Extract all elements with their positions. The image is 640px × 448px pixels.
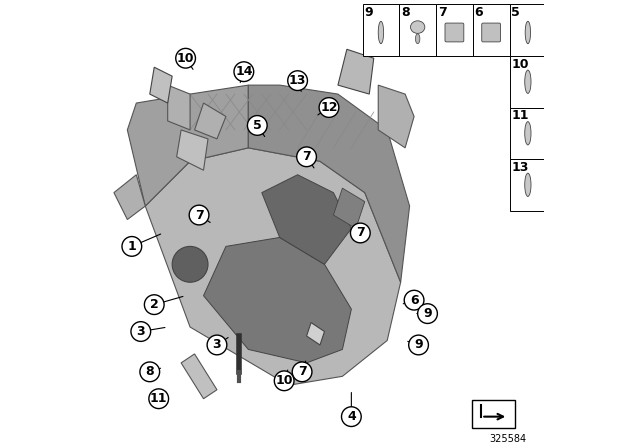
Bar	[509, 4, 547, 56]
Ellipse shape	[415, 34, 420, 44]
Bar	[509, 108, 547, 159]
Circle shape	[404, 290, 424, 310]
Circle shape	[176, 48, 195, 68]
Circle shape	[122, 237, 141, 256]
Polygon shape	[248, 85, 410, 282]
Polygon shape	[307, 323, 324, 345]
Circle shape	[292, 362, 312, 382]
Circle shape	[234, 62, 253, 82]
Circle shape	[131, 322, 150, 341]
Ellipse shape	[525, 21, 531, 44]
Text: 10: 10	[275, 374, 293, 388]
Text: 9: 9	[364, 6, 373, 19]
Bar	[362, 4, 399, 56]
Circle shape	[409, 335, 428, 355]
Circle shape	[140, 362, 159, 382]
Bar	[399, 4, 436, 56]
Ellipse shape	[525, 70, 531, 94]
Bar	[436, 4, 473, 56]
Text: 8: 8	[145, 365, 154, 379]
Text: 5: 5	[511, 6, 520, 19]
Text: 11: 11	[150, 392, 168, 405]
Polygon shape	[181, 354, 217, 399]
Text: 3: 3	[136, 325, 145, 338]
Polygon shape	[145, 148, 401, 385]
Text: 1: 1	[127, 240, 136, 253]
Text: 9: 9	[414, 338, 423, 352]
FancyBboxPatch shape	[445, 23, 464, 42]
Text: 7: 7	[438, 6, 447, 19]
Ellipse shape	[525, 173, 531, 196]
Polygon shape	[378, 85, 414, 148]
Circle shape	[172, 246, 208, 282]
Polygon shape	[262, 175, 351, 264]
Bar	[509, 56, 547, 108]
Text: 7: 7	[356, 226, 365, 240]
Text: 13: 13	[289, 74, 307, 87]
Text: 2: 2	[150, 298, 159, 311]
Polygon shape	[333, 188, 365, 228]
Circle shape	[149, 389, 168, 409]
Polygon shape	[168, 85, 190, 130]
Polygon shape	[195, 103, 226, 139]
Text: 10: 10	[177, 52, 195, 65]
Circle shape	[418, 304, 437, 323]
Polygon shape	[114, 175, 145, 220]
Ellipse shape	[378, 21, 383, 44]
Circle shape	[189, 205, 209, 225]
Text: 12: 12	[320, 101, 338, 114]
Text: 7: 7	[195, 208, 204, 222]
Circle shape	[288, 71, 307, 90]
Circle shape	[297, 147, 316, 167]
Circle shape	[351, 223, 370, 243]
Circle shape	[145, 295, 164, 314]
Text: 13: 13	[511, 161, 529, 174]
Circle shape	[342, 407, 361, 426]
Polygon shape	[127, 85, 248, 206]
Text: 325584: 325584	[490, 434, 527, 444]
Text: 11: 11	[511, 109, 529, 122]
Circle shape	[248, 116, 267, 135]
Text: 8: 8	[401, 6, 410, 19]
Text: 14: 14	[235, 65, 253, 78]
Bar	[509, 159, 547, 211]
Text: 6: 6	[410, 293, 419, 307]
Circle shape	[207, 335, 227, 355]
Text: 7: 7	[302, 150, 311, 164]
Text: 7: 7	[298, 365, 307, 379]
Polygon shape	[338, 49, 374, 94]
Text: 10: 10	[511, 58, 529, 71]
Text: 9: 9	[423, 307, 432, 320]
Text: 5: 5	[253, 119, 262, 132]
Text: 6: 6	[475, 6, 483, 19]
Ellipse shape	[525, 121, 531, 145]
Text: 3: 3	[212, 338, 221, 352]
Bar	[473, 4, 509, 56]
Polygon shape	[177, 130, 208, 170]
FancyBboxPatch shape	[482, 23, 500, 42]
Polygon shape	[150, 67, 172, 103]
Text: 4: 4	[347, 410, 356, 423]
Circle shape	[275, 371, 294, 391]
Polygon shape	[204, 237, 351, 363]
Ellipse shape	[410, 21, 425, 34]
Bar	[472, 400, 515, 428]
Circle shape	[319, 98, 339, 117]
